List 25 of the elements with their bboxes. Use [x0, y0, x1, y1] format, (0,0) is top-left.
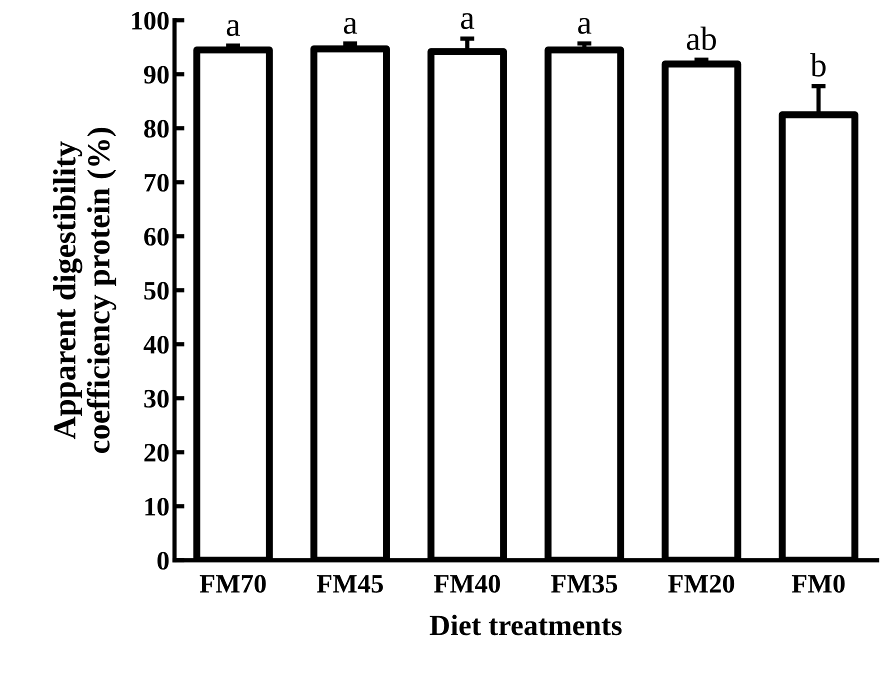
x-tick-label: FM0 [792, 574, 845, 593]
x-axis-title: Diet treatments [430, 614, 622, 636]
y-tick-label: 0 [157, 552, 169, 570]
x-tick-label: FM35 [551, 574, 618, 593]
annotation: a [578, 18, 592, 34]
y-tick-label: 50 [144, 282, 169, 300]
y-tick-label: 20 [144, 444, 169, 462]
y-tick-label: 90 [144, 66, 169, 84]
y-tick-label: 30 [144, 390, 169, 408]
x-tick-label: FM70 [200, 574, 266, 593]
y-tick-label: 60 [144, 228, 169, 246]
y-tick-label: 10 [145, 498, 169, 516]
y-axis-title: Apparent digestibility coefficiency protein (%) [53, 128, 116, 453]
annotation: a [461, 13, 474, 30]
x-tick-label: FM45 [316, 575, 383, 593]
annotation: a [226, 20, 240, 36]
y-tick-label: 40 [144, 336, 169, 354]
x-tick-label: FM40 [434, 574, 500, 593]
annotation: a [344, 18, 358, 34]
y-tick-label: 70 [144, 174, 169, 192]
annotation: b [810, 53, 826, 77]
x-tick-label: FM20 [668, 574, 734, 593]
y-tick-label: 100 [132, 12, 169, 30]
annotation: ab [686, 26, 716, 50]
y-tick-label: 80 [144, 120, 169, 138]
